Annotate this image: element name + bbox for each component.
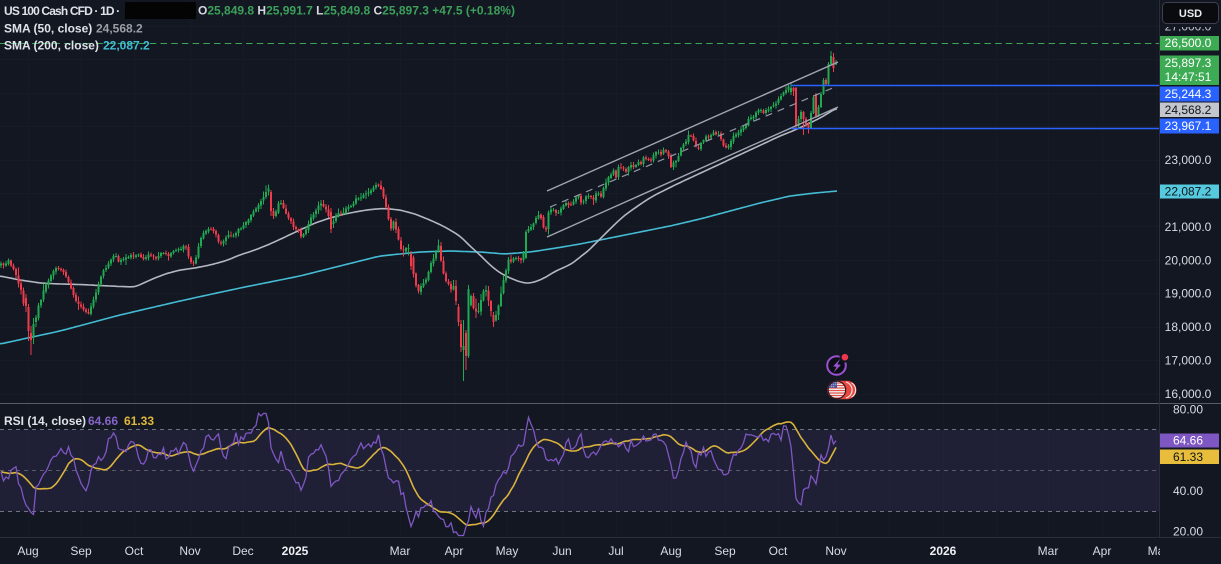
svg-text:23,000.0: 23,000.0 [1165, 153, 1212, 167]
svg-text:2025: 2025 [282, 544, 309, 558]
svg-text:80.00: 80.00 [1173, 403, 1203, 417]
svg-text:26,500.0: 26,500.0 [1165, 36, 1212, 50]
svg-text:Nov: Nov [825, 544, 846, 558]
svg-text:Sep: Sep [70, 544, 92, 558]
svg-text:25,244.3: 25,244.3 [1165, 87, 1212, 101]
svg-text:Nov: Nov [179, 544, 200, 558]
svg-text:64.66: 64.66 [88, 414, 118, 428]
svg-text:Mar: Mar [1038, 544, 1059, 558]
svg-text:17,000.0: 17,000.0 [1165, 354, 1212, 368]
svg-text:20.00: 20.00 [1173, 525, 1203, 539]
svg-text:18,000.0: 18,000.0 [1165, 320, 1212, 334]
svg-text:25,897.3: 25,897.3 [1165, 56, 1212, 70]
svg-text:Sep: Sep [714, 544, 736, 558]
svg-text:14:47:51: 14:47:51 [1165, 70, 1212, 84]
svg-text:US 100 Cash CFD · 1D ·: US 100 Cash CFD · 1D · [4, 4, 119, 18]
svg-text:27,000.0: 27,000.0 [1165, 19, 1212, 33]
svg-text:24,568.2: 24,568.2 [96, 22, 143, 36]
svg-text:22,087.2: 22,087.2 [1165, 184, 1212, 198]
svg-text:Oct: Oct [125, 544, 144, 558]
svg-text:22,087.2: 22,087.2 [103, 39, 150, 53]
svg-text:21,000.0: 21,000.0 [1165, 220, 1212, 234]
svg-text:19,000.0: 19,000.0 [1165, 287, 1212, 301]
svg-text:16,000.0: 16,000.0 [1165, 387, 1212, 401]
svg-text:61.33: 61.33 [124, 414, 154, 428]
svg-text:RSI (14, close): RSI (14, close) [4, 414, 86, 428]
svg-text:SMA (50, close): SMA (50, close) [4, 22, 92, 36]
svg-text:Jul: Jul [608, 544, 623, 558]
svg-text:20,000.0: 20,000.0 [1165, 253, 1212, 267]
svg-text:40.00: 40.00 [1173, 484, 1203, 498]
svg-text:Mar: Mar [390, 544, 411, 558]
svg-text:SMA (200, close): SMA (200, close) [4, 39, 99, 53]
svg-text:24,568.2: 24,568.2 [1165, 103, 1212, 117]
svg-text:2026: 2026 [930, 544, 957, 558]
svg-text:USD: USD [1179, 8, 1202, 20]
svg-text:Apr: Apr [1093, 544, 1112, 558]
svg-text:61.33: 61.33 [1173, 450, 1203, 464]
svg-text:Dec: Dec [232, 544, 253, 558]
svg-text:May: May [496, 544, 519, 558]
svg-text:64.66: 64.66 [1173, 433, 1203, 447]
svg-text:Apr: Apr [445, 544, 464, 558]
svg-text:Aug: Aug [660, 544, 681, 558]
svg-text:May: May [1148, 544, 1171, 558]
svg-text:Oct: Oct [769, 544, 788, 558]
svg-text:Jun: Jun [552, 544, 571, 558]
svg-text:Aug: Aug [17, 544, 38, 558]
svg-text:O25,849.8 H25,991.7 L25,849.8: O25,849.8 H25,991.7 L25,849.8 C25,897.3 … [198, 4, 515, 18]
svg-text:23,967.1: 23,967.1 [1165, 119, 1212, 133]
